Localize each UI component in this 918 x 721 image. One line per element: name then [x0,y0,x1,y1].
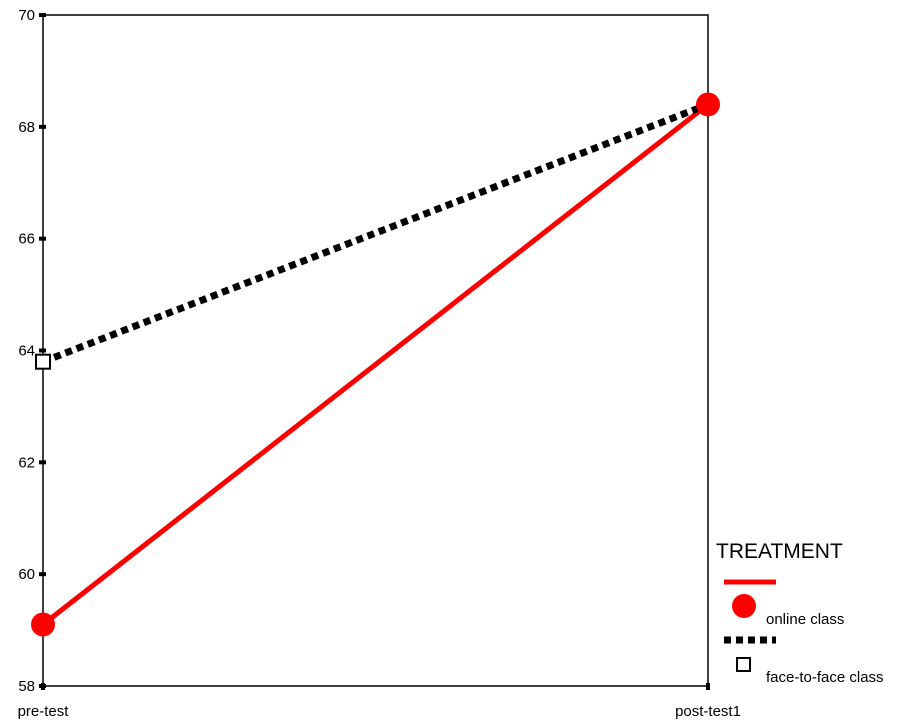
y-tick-label: 58 [18,678,35,695]
plot-frame [42,14,709,687]
data-point [35,353,51,370]
data-point [31,612,55,637]
axes: 58 60 62 64 66 68 70 pre-test post-test1 [18,7,741,720]
y-tick-label: 64 [18,343,35,360]
y-tick-label: 60 [18,566,35,583]
series-line [41,102,710,627]
legend-marker [736,657,751,672]
y-tick-label: 70 [18,7,35,24]
y-tick-label: 66 [18,231,35,248]
x-tick-label: post-test1 [675,703,741,720]
x-tick-label: pre-test [18,703,70,720]
series-layer [31,92,720,637]
legend-title: TREATMENT [716,540,843,563]
y-tick-label: 68 [18,119,35,136]
data-point [696,92,720,117]
legend-marker [732,594,756,618]
series-line [41,101,710,365]
legend-label: online class [766,611,844,628]
legend-label: face-to-face class [766,669,884,686]
y-tick-label: 62 [18,454,35,471]
legend: TREATMENT online class face-to-face class [716,540,884,686]
